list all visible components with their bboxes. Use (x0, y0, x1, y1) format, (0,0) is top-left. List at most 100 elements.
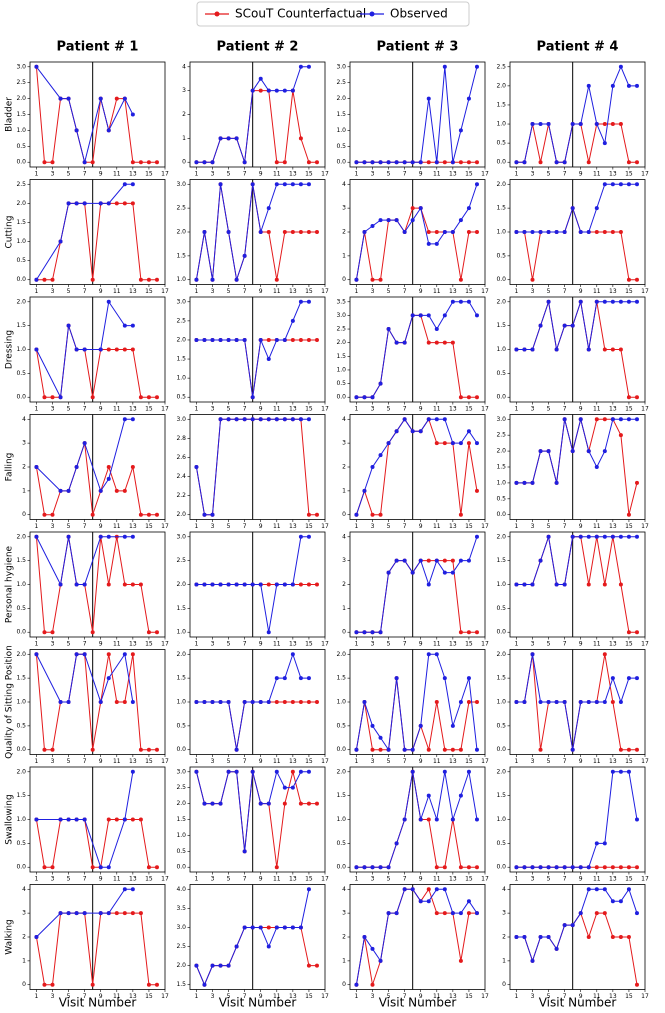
x-tick-label: 17 (321, 876, 329, 883)
data-point (370, 160, 375, 165)
data-point (282, 801, 287, 806)
data-point (106, 911, 111, 916)
data-point (282, 230, 287, 234)
data-point (106, 476, 111, 481)
data-point (50, 395, 55, 400)
data-point (378, 277, 383, 282)
x-tick-label: 17 (481, 288, 489, 295)
data-point (474, 630, 479, 635)
data-point (394, 429, 399, 434)
y-tick-label: 2.5 (176, 943, 186, 950)
data-point (146, 395, 151, 400)
data-point (538, 747, 543, 752)
x-tick-label: 15 (625, 406, 633, 413)
data-point (306, 230, 311, 234)
row-label: Bladder (5, 97, 15, 132)
x-tick-label: 1 (195, 288, 199, 295)
x-tick-label: 15 (145, 171, 153, 178)
data-point (314, 230, 319, 234)
x-tick-label: 5 (67, 641, 71, 648)
x-tick-label: 7 (83, 523, 87, 530)
y-tick-label: 4 (22, 886, 26, 893)
data-point (90, 277, 95, 282)
y-tick-label: 1 (342, 487, 346, 494)
y-tick-label: 4 (342, 416, 346, 423)
data-point (594, 911, 599, 916)
y-tick-label: 0.0 (176, 864, 186, 871)
y-tick-label: 1 (342, 957, 346, 964)
y-tick-label: 1.5 (16, 792, 26, 799)
data-point (466, 700, 471, 704)
data-point (578, 700, 583, 704)
series-line (36, 66, 134, 163)
y-tick-label: 2.6 (176, 454, 186, 461)
data-point (82, 201, 87, 206)
y-tick-label: 1 (182, 135, 186, 142)
y-tick-label: 1.5 (176, 252, 186, 259)
y-tick-label: 3 (182, 87, 186, 94)
panel: 1 3 5 7 9 11 13 15 170.00.51.01.52.02.53.0 (176, 766, 329, 883)
data-point (426, 417, 431, 422)
y-tick-label: 4 (342, 181, 346, 188)
x-tick-label: 5 (227, 523, 231, 530)
y-tick-label: 1.5 (176, 605, 186, 612)
y-tick-label: 0.5 (176, 394, 186, 401)
y-tick-label: 1.0 (16, 238, 26, 245)
data-point (586, 887, 591, 892)
data-point (562, 700, 567, 704)
panel: 1 3 5 7 9 11 13 15 172.02.22.42.62.83.0 (176, 414, 329, 530)
data-point (218, 182, 223, 187)
data-point (426, 747, 431, 752)
data-point (266, 417, 271, 422)
data-point (98, 865, 103, 870)
column-title: Patient # 3 (377, 40, 459, 55)
panel-frame (29, 179, 166, 285)
x-tick-label: 1 (515, 406, 519, 413)
data-point (130, 769, 135, 774)
data-point (394, 558, 399, 563)
x-tick-label: 11 (593, 406, 601, 413)
data-point (474, 534, 479, 539)
series-line (35, 912, 157, 986)
y-tick-label: 1.0 (176, 375, 186, 382)
x-tick-label: 17 (161, 758, 169, 765)
data-point (458, 128, 463, 133)
x-tick-label: 1 (35, 406, 39, 413)
data-point (362, 700, 367, 704)
x-tick-label: 9 (99, 758, 103, 765)
data-point (530, 582, 535, 587)
data-point (426, 313, 431, 318)
data-point (634, 160, 639, 165)
data-point (570, 449, 575, 454)
y-tick-label: 1 (342, 252, 346, 259)
data-point (610, 347, 615, 352)
x-tick-label: 11 (273, 993, 281, 1000)
data-point (394, 160, 399, 165)
data-point (362, 395, 367, 400)
panel: 1 3 5 7 9 11 13 15 170.00.51.01.52.02.53.0 (16, 61, 169, 178)
data-point (418, 899, 423, 904)
y-tick-label: 1.0 (496, 346, 506, 353)
y-tick-label: 2.5 (16, 79, 26, 86)
x-tick-label: 15 (305, 523, 313, 530)
y-tick-label: 2.0 (336, 768, 346, 775)
data-point (386, 160, 391, 165)
y-tick-label: 3.0 (336, 63, 346, 70)
data-point (634, 395, 639, 400)
x-tick-label: 13 (289, 406, 297, 413)
series-line (356, 536, 478, 633)
data-point (154, 512, 159, 517)
panel: 1 3 5 7 9 11 13 15 170.00.51.01.52.0 (16, 531, 169, 648)
y-tick-label: 2.0 (176, 511, 186, 518)
data-point (610, 935, 615, 939)
x-tick-label: 17 (321, 288, 329, 295)
column-title: Patient # 4 (537, 40, 619, 55)
data-point (34, 534, 39, 539)
x-tick-label: 1 (35, 288, 39, 295)
series-line (36, 202, 157, 281)
data-point (250, 417, 255, 422)
x-tick-label: 7 (83, 171, 87, 178)
data-point (290, 337, 295, 342)
data-point (394, 218, 399, 223)
x-tick-label: 9 (259, 406, 263, 413)
